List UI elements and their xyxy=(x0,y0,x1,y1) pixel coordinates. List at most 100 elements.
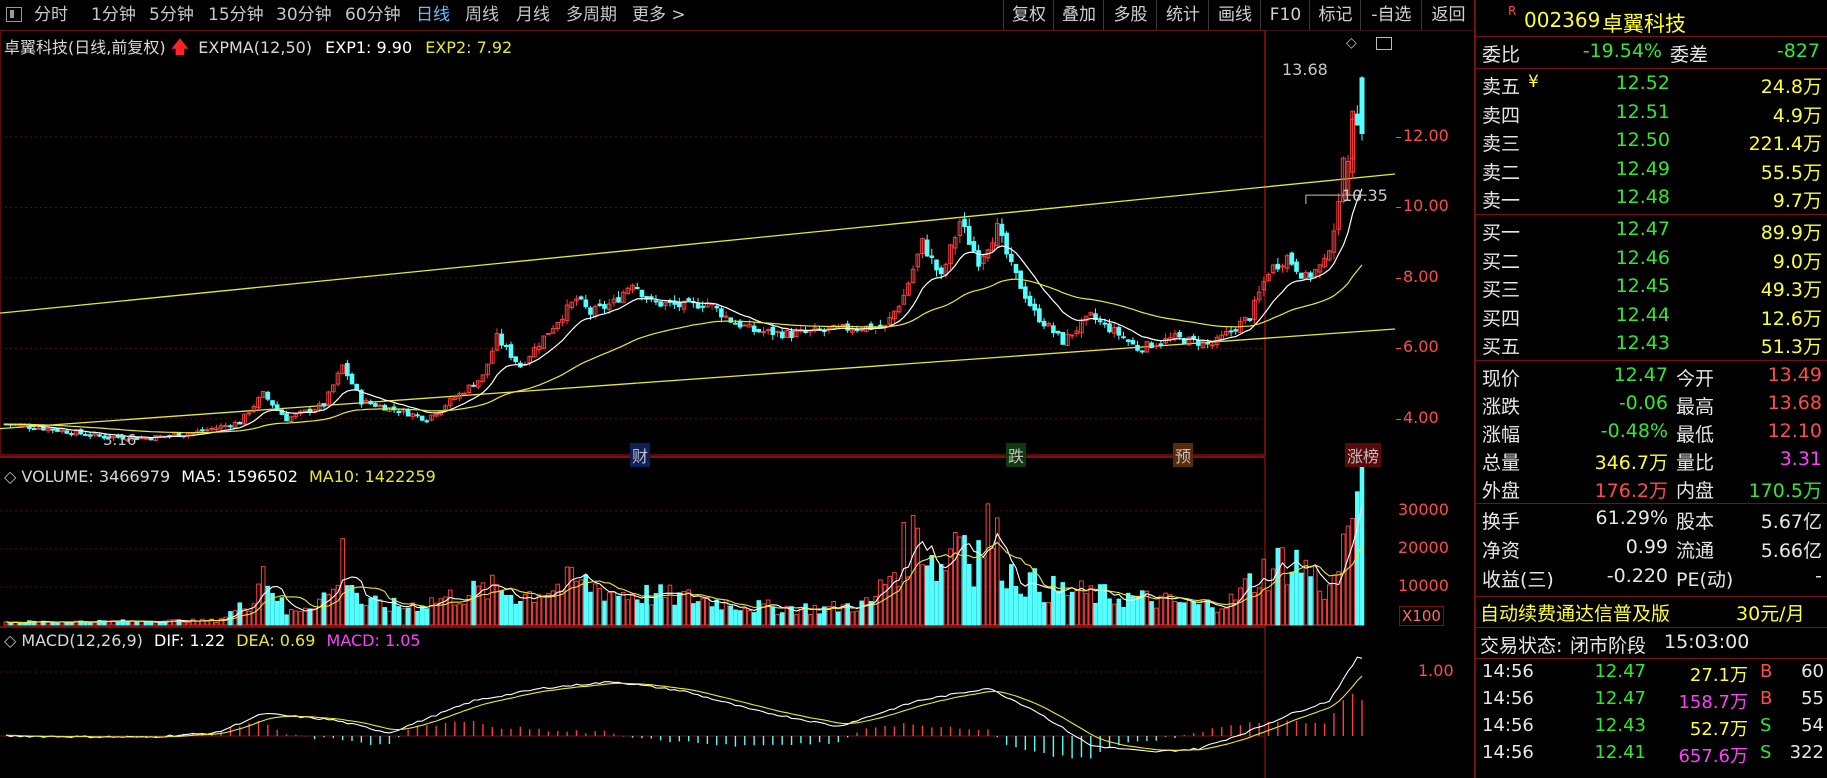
period-tab-3[interactable]: 15分钟 xyxy=(208,5,264,25)
bid-row[interactable]: 买一 12.47 89.9万 xyxy=(1478,218,1827,244)
volume-bar xyxy=(616,595,621,626)
period-tab-8[interactable]: 月线 xyxy=(516,5,550,25)
ask-row[interactable]: 卖三 12.50 221.4万 xyxy=(1478,129,1827,155)
period-tab-9[interactable]: 多周期 xyxy=(566,5,617,25)
bid-row[interactable]: 买三 12.45 49.3万 xyxy=(1478,275,1827,301)
volume-bar xyxy=(1046,601,1052,626)
volume-bar xyxy=(50,621,56,626)
toolbar-button-0[interactable]: 复权 xyxy=(1003,0,1054,30)
period-tab-7[interactable]: 周线 xyxy=(465,5,499,25)
volume-bar xyxy=(461,603,467,626)
candle-body xyxy=(1322,257,1327,268)
candle-body xyxy=(1284,255,1290,269)
volume-bar xyxy=(288,608,294,626)
candle-body xyxy=(452,397,458,400)
bid-row[interactable]: 买五 12.43 51.3万 xyxy=(1478,332,1827,358)
volume-bar xyxy=(1116,598,1122,626)
period-tab-1[interactable]: 1分钟 xyxy=(91,5,136,25)
candle-body xyxy=(1270,264,1276,274)
candle-body xyxy=(920,237,925,255)
candle-body xyxy=(597,303,603,307)
volume-bar xyxy=(302,607,308,626)
tick-price: 12.43 xyxy=(1594,715,1646,736)
volume-bar xyxy=(1172,600,1178,626)
volume-bar xyxy=(209,618,215,626)
volume-bar xyxy=(1242,578,1248,626)
event-tag-earnings[interactable]: 财 xyxy=(630,443,651,467)
chart-area[interactable] xyxy=(0,30,1474,778)
menu-icon[interactable] xyxy=(6,7,22,22)
volume-bar xyxy=(747,610,752,626)
volume-ma5: MA5: 1596502 xyxy=(181,467,298,486)
toolbar-button-4[interactable]: 画线 xyxy=(1208,0,1261,30)
period-tab-6[interactable]: 日线 xyxy=(416,5,450,25)
volume-bar xyxy=(807,614,813,626)
stat-label: 总量 xyxy=(1482,452,1521,474)
volume-bar xyxy=(550,590,556,626)
volume-bar xyxy=(1200,599,1206,626)
volume-bar xyxy=(751,612,757,626)
candle-body xyxy=(677,301,682,308)
candle-body xyxy=(69,433,74,436)
volume-bar xyxy=(139,621,144,626)
period-tab-5[interactable]: 60分钟 xyxy=(345,5,401,25)
event-tag-forecast[interactable]: 预 xyxy=(1173,443,1194,467)
volume-bar xyxy=(644,584,649,626)
candle-body xyxy=(952,237,958,249)
ask-row[interactable]: 卖五 ¥ 12.52 24.8万 xyxy=(1478,72,1827,98)
period-tab-10[interactable]: 更多 > xyxy=(632,5,686,25)
toolbar-button-8[interactable]: 返回 xyxy=(1421,0,1475,30)
diamond-icon[interactable]: ◇ xyxy=(1346,35,1357,51)
collapse-icon[interactable]: ◇ xyxy=(4,631,17,650)
volume-bar xyxy=(929,554,935,626)
macd-dif: DIF: 1.22 xyxy=(154,631,226,650)
toolbar-button-6[interactable]: 标记 xyxy=(1309,0,1361,30)
stock-code[interactable]: 002369 xyxy=(1524,8,1601,32)
period-tab-4[interactable]: 30分钟 xyxy=(276,5,332,25)
period-tab-2[interactable]: 5分钟 xyxy=(149,5,194,25)
ad-banner[interactable]: 自动续费通达信普及版 30元/月 xyxy=(1478,599,1827,627)
candle-body xyxy=(101,435,107,439)
volume-bar xyxy=(1256,587,1262,626)
volume-bar xyxy=(391,597,397,626)
trade-status-value: 闭市阶段 xyxy=(1570,635,1647,657)
volume-bar xyxy=(648,604,654,626)
toolbar-button-1[interactable]: 叠加 xyxy=(1053,0,1104,30)
volume-bar xyxy=(354,592,359,626)
candle-body xyxy=(994,222,1000,247)
volume-bar xyxy=(1167,594,1173,626)
candle-body xyxy=(260,391,266,398)
candle-body xyxy=(1125,339,1131,342)
ask-row[interactable]: 卖四 12.51 4.9万 xyxy=(1478,101,1827,127)
candle-body xyxy=(1093,313,1098,320)
toolbar-button-5[interactable]: F10 xyxy=(1260,0,1310,30)
volume-bar xyxy=(733,609,738,626)
ask-volume: 4.9万 xyxy=(1772,104,1822,127)
ad-price[interactable]: 30元/月 xyxy=(1736,603,1805,625)
ad-text[interactable]: 自动续费通达信普及版 xyxy=(1480,603,1671,625)
candle-body xyxy=(962,218,967,228)
macd-dea: DEA: 0.69 xyxy=(236,631,316,650)
candle-body xyxy=(854,329,860,332)
event-tag-toplist[interactable]: 涨榜 xyxy=(1345,443,1382,467)
volume-axis-label: 10000 xyxy=(1398,575,1449,595)
toolbar-button-7[interactable]: -自选 xyxy=(1360,0,1422,30)
bid-row[interactable]: 买四 12.44 12.6万 xyxy=(1478,304,1827,330)
candle-body xyxy=(1355,113,1360,126)
candle-body xyxy=(345,362,350,377)
candle-body xyxy=(742,324,748,327)
stock-name[interactable]: 卓翼科技 xyxy=(1602,12,1686,36)
bid-row[interactable]: 买二 12.46 9.0万 xyxy=(1478,247,1827,273)
marker-price-label: 10.35 xyxy=(1342,186,1388,205)
window-toggle-icon[interactable] xyxy=(1376,37,1392,50)
toolbar-button-2[interactable]: 多股 xyxy=(1103,0,1157,30)
event-tag-drop[interactable]: 跌 xyxy=(1006,443,1027,467)
volume-bar xyxy=(298,611,303,626)
toolbar-button-3[interactable]: 统计 xyxy=(1156,0,1209,30)
period-tab-0[interactable]: 分时 xyxy=(34,5,68,25)
tick-count: 60 xyxy=(1801,661,1824,682)
collapse-icon[interactable]: ◇ xyxy=(4,467,17,486)
ask-row[interactable]: 卖一 12.48 9.7万 xyxy=(1478,186,1827,212)
tick-time: 14:56 xyxy=(1482,688,1534,709)
ask-row[interactable]: 卖二 12.49 55.5万 xyxy=(1478,158,1827,184)
